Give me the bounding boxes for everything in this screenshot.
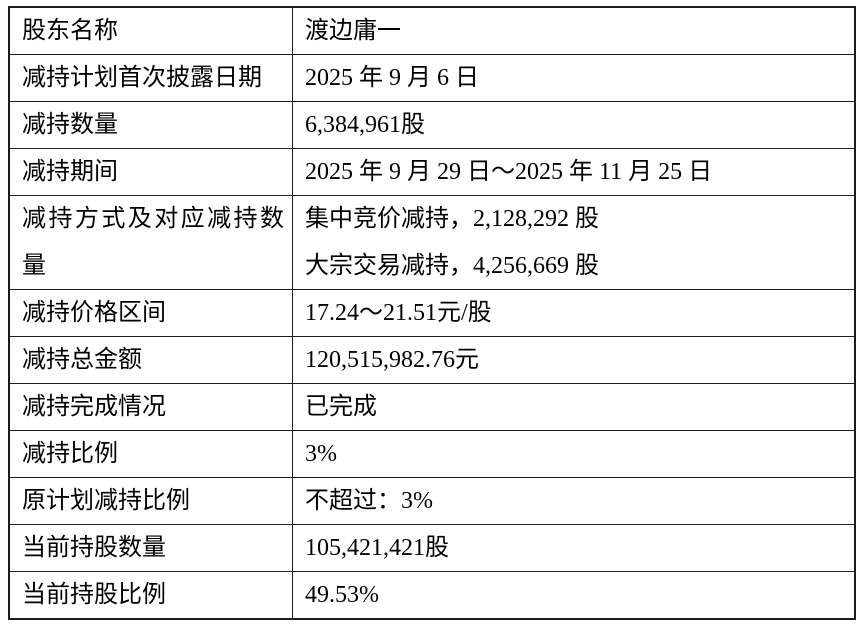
row-label: 减持计划首次披露日期 [8, 54, 293, 102]
row-value: 105,421,421股 [292, 524, 856, 572]
table-row-first-disclosure-date: 减持计划首次披露日期 2025 年 9 月 6 日 [8, 54, 856, 102]
row-label: 减持期间 [8, 148, 293, 196]
table-row-reduction-ratio: 减持比例 3% [8, 430, 856, 478]
row-label: 减持数量 [8, 101, 293, 149]
row-label: 减持价格区间 [8, 289, 293, 337]
row-label: 当前持股比例 [8, 571, 293, 620]
row-label: 减持比例 [8, 430, 293, 478]
table-row-completion-status: 减持完成情况 已完成 [8, 383, 856, 431]
row-value: 6,384,961股 [292, 101, 856, 149]
table-row-planned-ratio: 原计划减持比例 不超过：3% [8, 477, 856, 525]
table-row-current-holding-quantity: 当前持股数量 105,421,421股 [8, 524, 856, 572]
row-value: 3% [292, 430, 856, 478]
table-row-reduction-period: 减持期间 2025 年 9 月 29 日～2025 年 11 月 25 日 [8, 148, 856, 196]
table-row-current-holding-ratio: 当前持股比例 49.53% [8, 571, 856, 620]
row-label: 减持总金额 [8, 336, 293, 384]
row-label: 当前持股数量 [8, 524, 293, 572]
row-value: 不超过：3% [292, 477, 856, 525]
row-value: 17.24～21.51元/股 [292, 289, 856, 337]
table-body: 股东名称 渡边庸一 减持计划首次披露日期 2025 年 9 月 6 日 减持数量… [8, 6, 856, 620]
table-row-shareholder-name: 股东名称 渡边庸一 [8, 6, 856, 55]
row-value: 2025 年 9 月 6 日 [292, 54, 856, 102]
table-row-reduction-quantity: 减持数量 6,384,961股 [8, 101, 856, 149]
row-value: 120,515,982.76元 [292, 336, 856, 384]
row-value: 已完成 [292, 383, 856, 431]
shareholder-reduction-table: 股东名称 渡边庸一 减持计划首次披露日期 2025 年 9 月 6 日 减持数量… [8, 6, 856, 620]
table-row-price-range: 减持价格区间 17.24～21.51元/股 [8, 289, 856, 337]
row-value-line: 集中竞价减持，2,128,292 股 [305, 206, 599, 232]
row-value: 集中竞价减持，2,128,292 股 大宗交易减持，4,256,669 股 [292, 195, 856, 290]
row-label: 股东名称 [8, 6, 293, 55]
row-value: 2025 年 9 月 29 日～2025 年 11 月 25 日 [292, 148, 856, 196]
row-value-line: 大宗交易减持，4,256,669 股 [305, 252, 599, 279]
table-row-total-amount: 减持总金额 120,515,982.76元 [8, 336, 856, 384]
row-value: 49.53% [292, 571, 856, 620]
row-value: 渡边庸一 [292, 6, 856, 55]
table-row-reduction-methods: 减持方式及对应减持数量 集中竞价减持，2,128,292 股 大宗交易减持，4,… [8, 195, 856, 290]
row-label: 减持方式及对应减持数量 [8, 195, 293, 290]
row-label: 减持完成情况 [8, 383, 293, 431]
row-label: 原计划减持比例 [8, 477, 293, 525]
